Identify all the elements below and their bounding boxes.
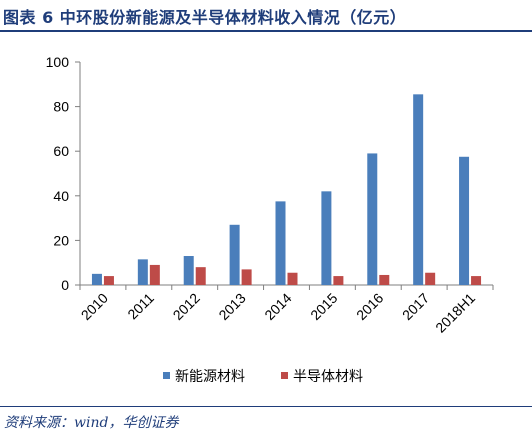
x-axis: 2010 2011 2012 2013 2014 2015 2016 2017 2018H1: [78, 284, 494, 336]
bar-new-energy-2015: [321, 191, 332, 285]
bars: [91, 94, 482, 286]
y-tick-label: 40: [53, 188, 69, 204]
legend: 新能源材料 半导体材料: [163, 369, 363, 385]
bar-semiconductor-2017: [425, 272, 436, 285]
bar-semiconductor-2010: [103, 276, 114, 285]
x-tick-label: 2017: [399, 290, 432, 323]
source-note: 资料来源：wind，华创证券: [4, 415, 179, 431]
legend-label-new-energy: 新能源材料: [175, 369, 245, 385]
x-tick-label: 2014: [261, 290, 294, 323]
bar-semiconductor-2018H1: [471, 276, 482, 285]
source-divider: [0, 406, 532, 407]
bar-new-energy-2018H1: [459, 156, 470, 285]
title-divider: [0, 30, 532, 32]
bar-new-energy-2011: [137, 259, 148, 285]
bar-semiconductor-2013: [241, 269, 252, 285]
bar-new-energy-2014: [275, 201, 286, 285]
y-tick-label: 60: [53, 143, 69, 159]
x-tick-label: 2015: [307, 290, 340, 323]
x-tick-label: 2013: [215, 290, 248, 323]
bar-new-energy-2013: [229, 224, 240, 285]
x-tick-label: 2011: [124, 290, 157, 323]
figure-title: 图表 6 中环股份新能源及半导体材料收入情况（亿元）: [3, 8, 407, 27]
y-tick-label: 0: [61, 277, 69, 293]
bar-semiconductor-2011: [149, 264, 160, 285]
legend-swatch-new-energy: [163, 372, 170, 379]
bar-semiconductor-2015: [333, 276, 344, 285]
y-tick-label: 100: [46, 54, 70, 70]
bar-semiconductor-2012: [195, 267, 206, 285]
bar-new-energy-2010: [91, 273, 102, 285]
bar-new-energy-2012: [183, 256, 194, 285]
bar-semiconductor-2014: [287, 272, 298, 285]
legend-swatch-semiconductor: [281, 372, 288, 379]
x-tick-label: 2012: [169, 290, 202, 323]
x-tick-label: 2018H1: [432, 290, 478, 336]
x-tick-label: 2016: [353, 290, 386, 323]
bar-new-energy-2017: [413, 94, 424, 286]
y-axis: 0 20 40 60 80 100: [46, 54, 81, 293]
bar-new-energy-2016: [367, 153, 378, 285]
bar-semiconductor-2016: [379, 274, 390, 285]
legend-label-semiconductor: 半导体材料: [293, 369, 363, 385]
y-tick-label: 80: [53, 99, 69, 115]
x-tick-label: 2010: [78, 290, 111, 323]
y-tick-label: 20: [53, 232, 69, 248]
